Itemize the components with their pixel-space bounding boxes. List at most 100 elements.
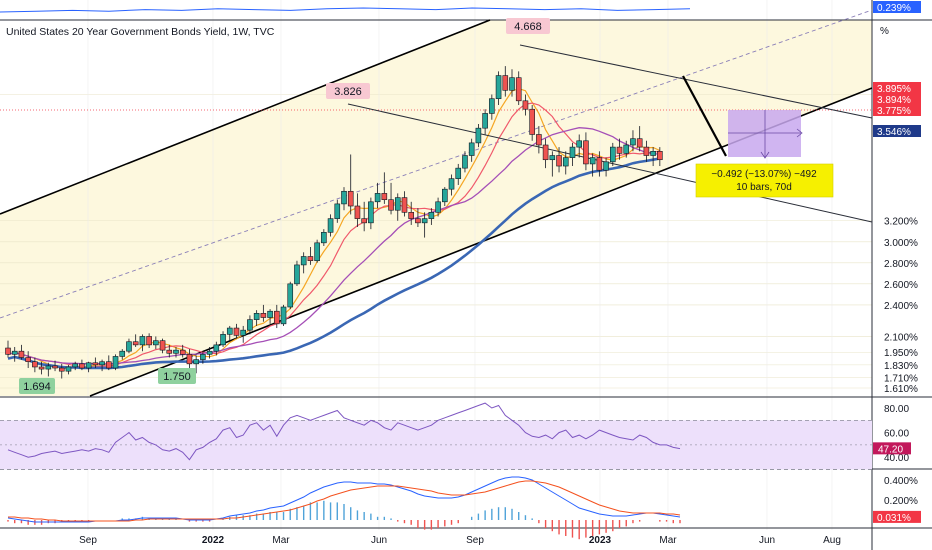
candle-26 — [179, 344, 186, 358]
y-tick-label: 1.710% — [884, 373, 918, 384]
candle-body — [616, 146, 623, 154]
annotation-box — [506, 18, 550, 34]
candle-54 — [368, 197, 374, 230]
candle-18 — [126, 338, 132, 354]
candle-body — [11, 350, 18, 355]
candle-1 — [11, 346, 18, 362]
candle-body — [368, 201, 374, 224]
candle-81 — [549, 151, 556, 177]
x-tick-label: Jun — [759, 535, 775, 546]
annotation-box — [158, 368, 196, 384]
channel-median-line — [0, 9, 873, 319]
candle-3 — [25, 351, 31, 369]
candle-44 — [300, 252, 307, 274]
candle-75 — [509, 69, 515, 97]
candle-body — [300, 256, 307, 266]
candle-body — [549, 155, 556, 161]
candle-2 — [18, 344, 25, 360]
candle-33 — [226, 325, 233, 341]
candle-10 — [72, 361, 78, 371]
candle-97 — [657, 147, 663, 167]
candle-body — [273, 310, 280, 325]
x-tick-label: Sep — [79, 535, 97, 546]
candle-body — [388, 199, 394, 211]
candle-body — [112, 356, 119, 369]
y-tick-label: 2.800% — [884, 259, 918, 270]
candle-96 — [650, 147, 656, 167]
price-badge-bg — [873, 104, 921, 116]
candle-body — [374, 193, 381, 203]
candle-body — [529, 108, 535, 135]
channel-upper-line — [0, 19, 491, 215]
price-badge-bg — [873, 1, 921, 13]
candle-71 — [482, 109, 488, 135]
price-badge-text: 3.894% — [877, 95, 911, 106]
measure-arrow-right — [796, 128, 803, 138]
price-badge-bg — [873, 125, 921, 137]
candle-body — [79, 363, 85, 369]
candle-78 — [529, 105, 535, 141]
y-tick-label: 3.000% — [884, 238, 918, 249]
candle-body — [247, 319, 253, 331]
candle-79 — [536, 126, 542, 154]
candle-body — [536, 134, 542, 146]
price-badge-text: 0.239% — [877, 3, 911, 14]
candle-body — [448, 178, 455, 190]
candle-body — [394, 197, 401, 211]
candle-39 — [267, 309, 273, 324]
x-tick-label: Aug — [823, 535, 841, 546]
candle-38 — [260, 304, 267, 322]
candle-29 — [200, 352, 206, 364]
x-tick-label: Jun — [371, 535, 387, 546]
candle-11 — [79, 359, 85, 371]
candle-16 — [112, 354, 119, 371]
candle-13 — [92, 357, 99, 369]
chart-title: United States 20 Year Government Bonds Y… — [6, 26, 275, 38]
macd-line — [7, 476, 681, 523]
candle-body — [569, 146, 576, 158]
price-badge-1: 3.895% — [873, 82, 921, 95]
candle-69 — [468, 138, 475, 162]
candle-body — [267, 310, 273, 318]
candle-body — [603, 161, 609, 171]
macd-tick-label: 0.200% — [884, 496, 918, 507]
y-tick-label: 1.950% — [884, 348, 918, 359]
candle-93 — [630, 130, 636, 152]
candle-85 — [576, 134, 583, 158]
candle-14 — [99, 359, 105, 372]
candle-body — [630, 138, 636, 146]
candle-35 — [240, 325, 246, 343]
candle-72 — [489, 94, 495, 120]
candle-4 — [32, 357, 38, 373]
candle-body — [482, 113, 488, 129]
candle-body — [435, 201, 441, 213]
candle-body — [179, 349, 186, 355]
candle-24 — [166, 344, 173, 358]
candle-37 — [253, 310, 260, 326]
trendline-lower — [347, 103, 873, 223]
candle-body — [65, 366, 72, 372]
candle-body — [542, 144, 549, 161]
rsi-badge-text: 47.20 — [878, 444, 903, 455]
candle-15 — [106, 355, 112, 371]
candle-body — [589, 157, 596, 165]
x-tick-label: Sep — [466, 535, 484, 546]
candle-49 — [334, 199, 341, 223]
candle-body — [72, 363, 78, 368]
macd-badge-bg — [873, 510, 921, 523]
candle-body — [609, 146, 616, 163]
candle-body — [5, 347, 11, 355]
candle-body — [576, 140, 583, 148]
candle-6 — [45, 362, 52, 377]
trendline-upper — [519, 44, 873, 119]
y-tick-label: 2.100% — [884, 332, 918, 343]
candle-body — [45, 365, 52, 370]
y-tick-label: 2.400% — [884, 301, 918, 312]
candle-body — [240, 329, 246, 336]
candle-92 — [623, 140, 630, 158]
candle-76 — [515, 71, 522, 106]
candle-21 — [146, 333, 152, 349]
candle-body — [327, 218, 334, 233]
candle-body — [583, 140, 589, 165]
candle-52 — [354, 193, 361, 228]
